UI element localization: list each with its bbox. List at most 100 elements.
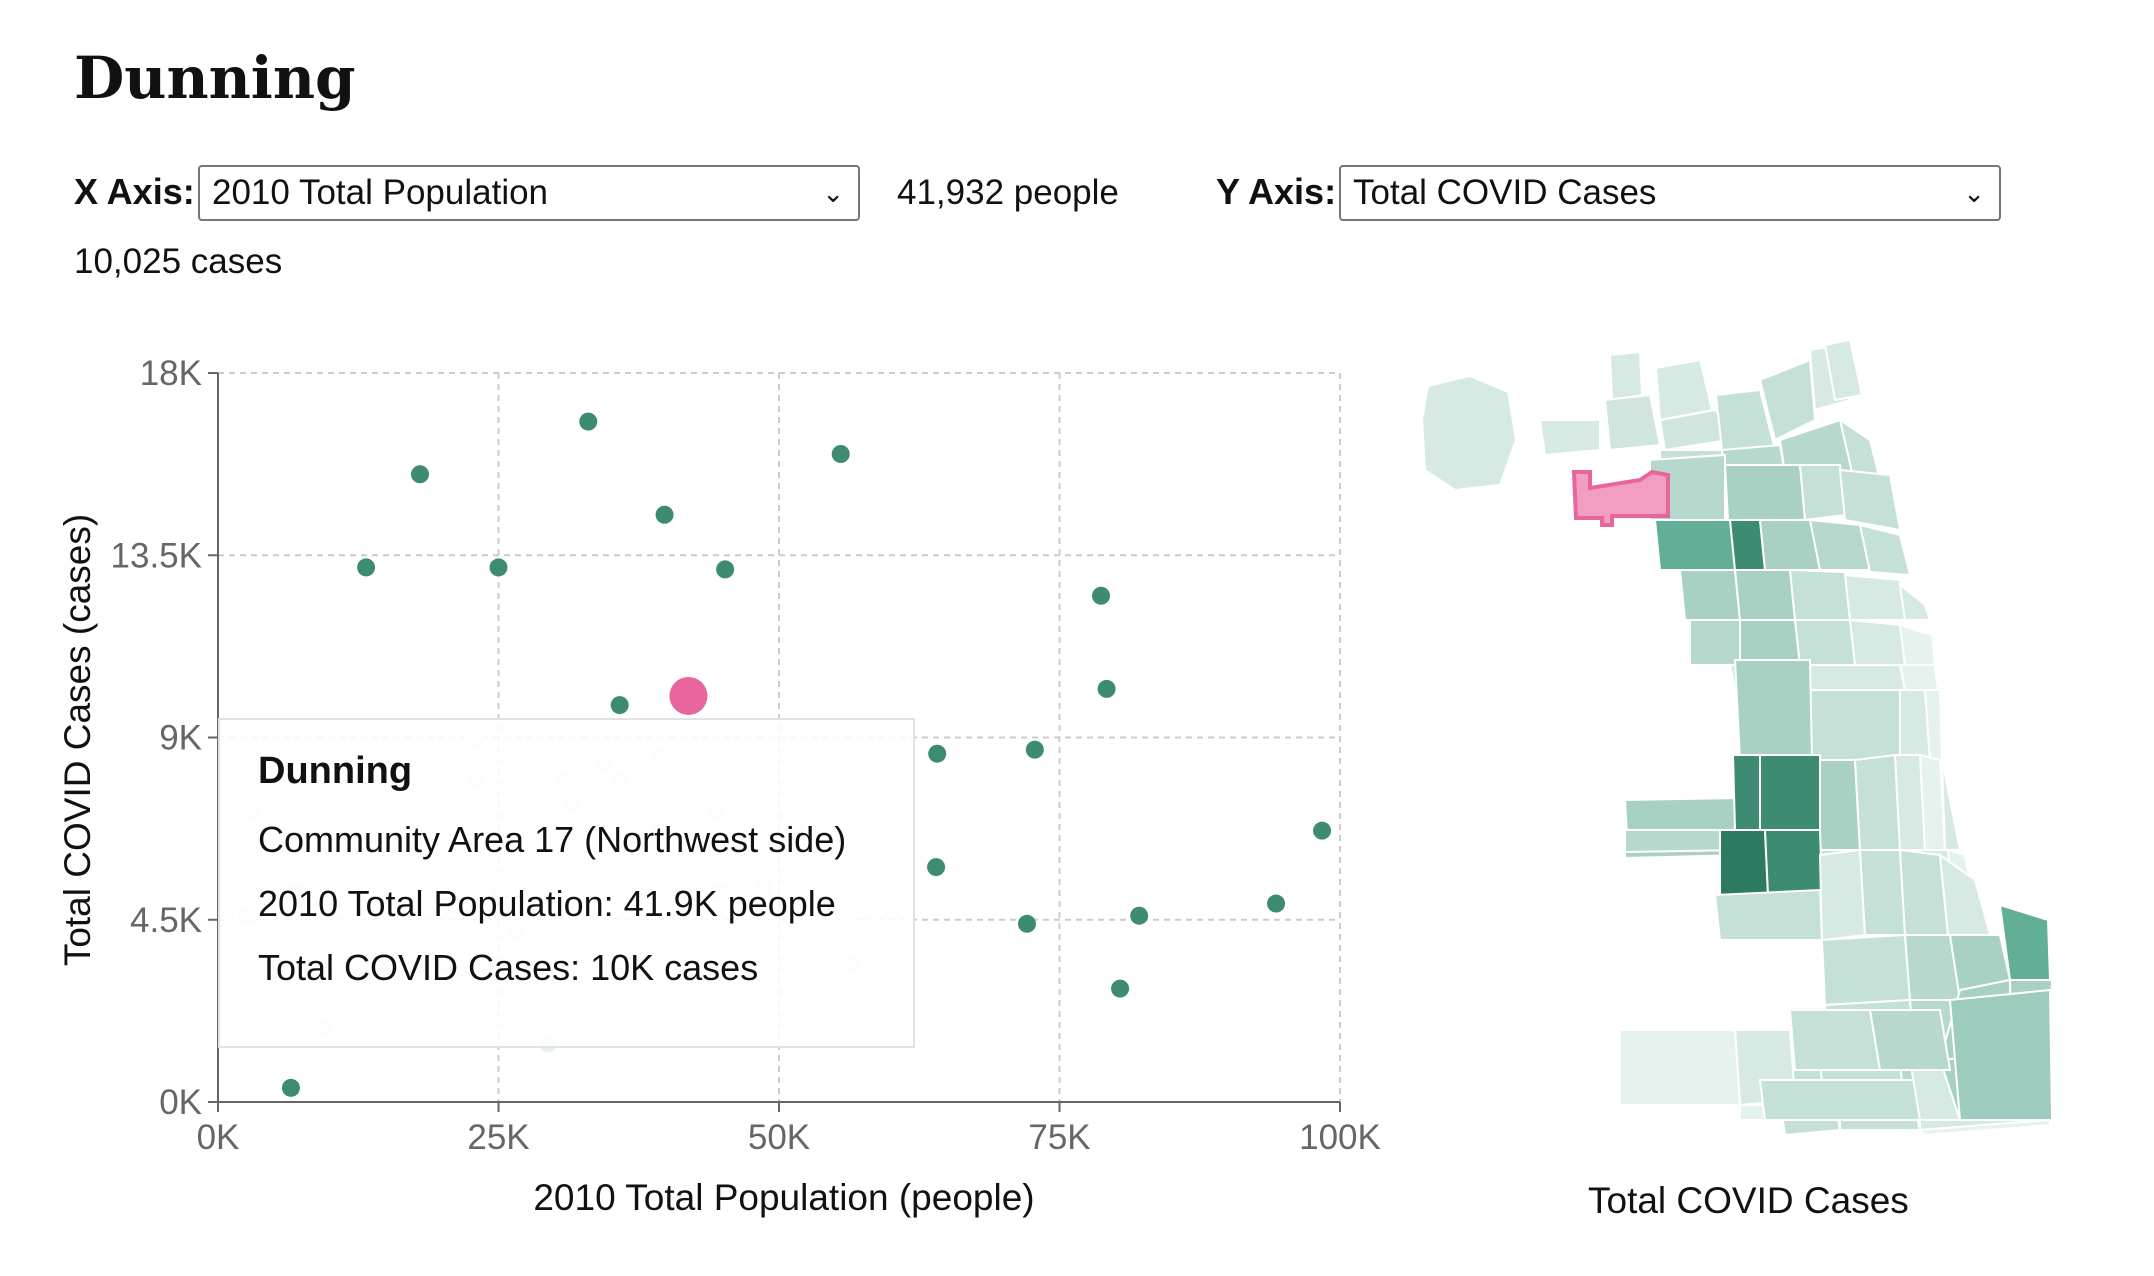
map-area	[1733, 569, 1797, 621]
x-tick-label: 75K	[1028, 1118, 1090, 1157]
data-point	[927, 858, 946, 877]
map-area	[1848, 618, 1907, 666]
map-area	[1818, 1059, 1951, 1121]
scatter-plot: 0K 25K 50K 75K 100K 0K 4.5K 9K 13.5K 18K 2010 Tot…	[57, 354, 1381, 1218]
map-caption: Total COVID Cases	[1588, 1180, 1909, 1221]
data-point	[1313, 821, 1332, 840]
map-area	[1917, 1118, 2051, 1137]
y-axis-title: Total COVID Cases (cases)	[57, 514, 98, 966]
map-area	[1818, 848, 1867, 942]
map-area	[1719, 829, 1770, 896]
map-area	[1903, 934, 1962, 1001]
y-tick-label: 9K	[159, 719, 202, 758]
map-area	[1658, 408, 1730, 452]
map-area	[1843, 573, 1907, 621]
x-axis-label: X Axis:	[74, 171, 195, 212]
map-area	[1733, 659, 1814, 761]
map-area	[1898, 664, 1940, 691]
map-area	[1858, 849, 1914, 917]
map-area	[1778, 418, 1857, 507]
map-area	[1919, 1108, 2051, 1132]
data-point	[410, 465, 429, 484]
y-axis-label: Y Axis:	[1216, 171, 1337, 212]
map-area	[1858, 849, 1907, 936]
data-point	[579, 412, 598, 431]
y-axis-select[interactable]: Total COVID Cases ⌄	[1339, 165, 2001, 221]
map-area	[1918, 753, 1947, 851]
map-area	[1788, 1058, 1837, 1101]
map-area	[1420, 374, 1518, 492]
y-tick-label: 18K	[140, 354, 202, 393]
data-point	[610, 696, 629, 715]
data-point	[1092, 586, 1111, 605]
data-point	[1017, 914, 1036, 933]
map-area	[1619, 1029, 1742, 1106]
map-area	[1941, 759, 1962, 851]
map-area	[1603, 393, 1662, 452]
tooltip-x-value: 2010 Total Population: 41.9K people	[258, 883, 836, 924]
map-area	[1898, 623, 1937, 666]
x-tick-label: 100K	[1299, 1118, 1381, 1157]
map-area	[1823, 998, 1917, 1067]
x-tick-label: 0K	[197, 1118, 240, 1157]
map-area	[1938, 852, 1992, 936]
map-area	[1654, 358, 1714, 422]
map-area	[1808, 689, 1901, 761]
map-area	[1758, 358, 1817, 442]
data-point	[357, 558, 376, 577]
map-area	[1808, 759, 1862, 851]
map-area	[1653, 519, 1737, 571]
map-area	[1788, 568, 1852, 621]
map-area	[1820, 933, 1912, 1007]
data-point	[1130, 906, 1149, 925]
map-area	[1713, 888, 1824, 941]
plot-axes: 0K 25K 50K 75K 100K 0K 4.5K 9K 13.5K 18K	[111, 354, 1381, 1157]
hover-tooltip: Dunning Community Area 17 (Northwest sid…	[218, 718, 915, 1048]
map-area	[1998, 903, 2052, 981]
map-area	[1739, 849, 1810, 921]
map-area	[1731, 754, 1782, 831]
map-area	[1659, 449, 1727, 521]
map-area	[1803, 664, 1907, 691]
x-axis-select[interactable]: 2010 Total Population ⌄	[198, 165, 860, 221]
map-area	[1733, 1029, 1797, 1107]
map-area	[1803, 849, 1864, 922]
map-area	[1938, 978, 2011, 1122]
dunning-highlight-area	[1571, 469, 1670, 527]
data-point	[489, 558, 508, 577]
map-area	[1899, 689, 1932, 761]
data-point	[1267, 894, 1286, 913]
map-area	[1608, 350, 1644, 402]
map-area	[1723, 464, 1807, 521]
map-area	[1908, 999, 1961, 1061]
map-area	[1858, 523, 1912, 577]
x-tick-label: 50K	[748, 1118, 810, 1157]
map-area	[1778, 1099, 1842, 1137]
y-tick-label: 0K	[159, 1083, 202, 1122]
map-area	[1808, 518, 1872, 571]
map-area	[1946, 848, 1977, 912]
map-area	[1788, 1009, 1882, 1071]
y-axis-value: 10,025 cases	[74, 242, 283, 281]
map-area	[1623, 796, 1741, 854]
data-point	[1025, 740, 1044, 759]
x-axis-selected-value: 2010 Total Population	[212, 173, 549, 212]
map-area	[1624, 848, 1744, 860]
map-area	[1898, 848, 1950, 936]
highlighted-data-point	[669, 676, 708, 715]
y-axis-selected-value: Total COVID Cases	[1353, 173, 1657, 212]
map-area	[1838, 468, 1902, 532]
map-area	[1808, 343, 1852, 412]
y-tick-label: 13.5K	[111, 536, 202, 575]
map-area	[2008, 979, 2054, 1047]
map-area	[1838, 417, 1882, 487]
map-area	[1798, 464, 1847, 522]
page-title: Dunning	[74, 44, 356, 112]
map-area	[1728, 664, 1812, 691]
map-area	[1739, 1104, 1797, 1121]
x-tick-label: 25K	[467, 1118, 529, 1157]
map-area	[1736, 759, 1814, 851]
map-area	[1868, 1009, 1952, 1071]
map-area	[1732, 829, 1781, 901]
map-area	[1908, 1059, 1972, 1121]
